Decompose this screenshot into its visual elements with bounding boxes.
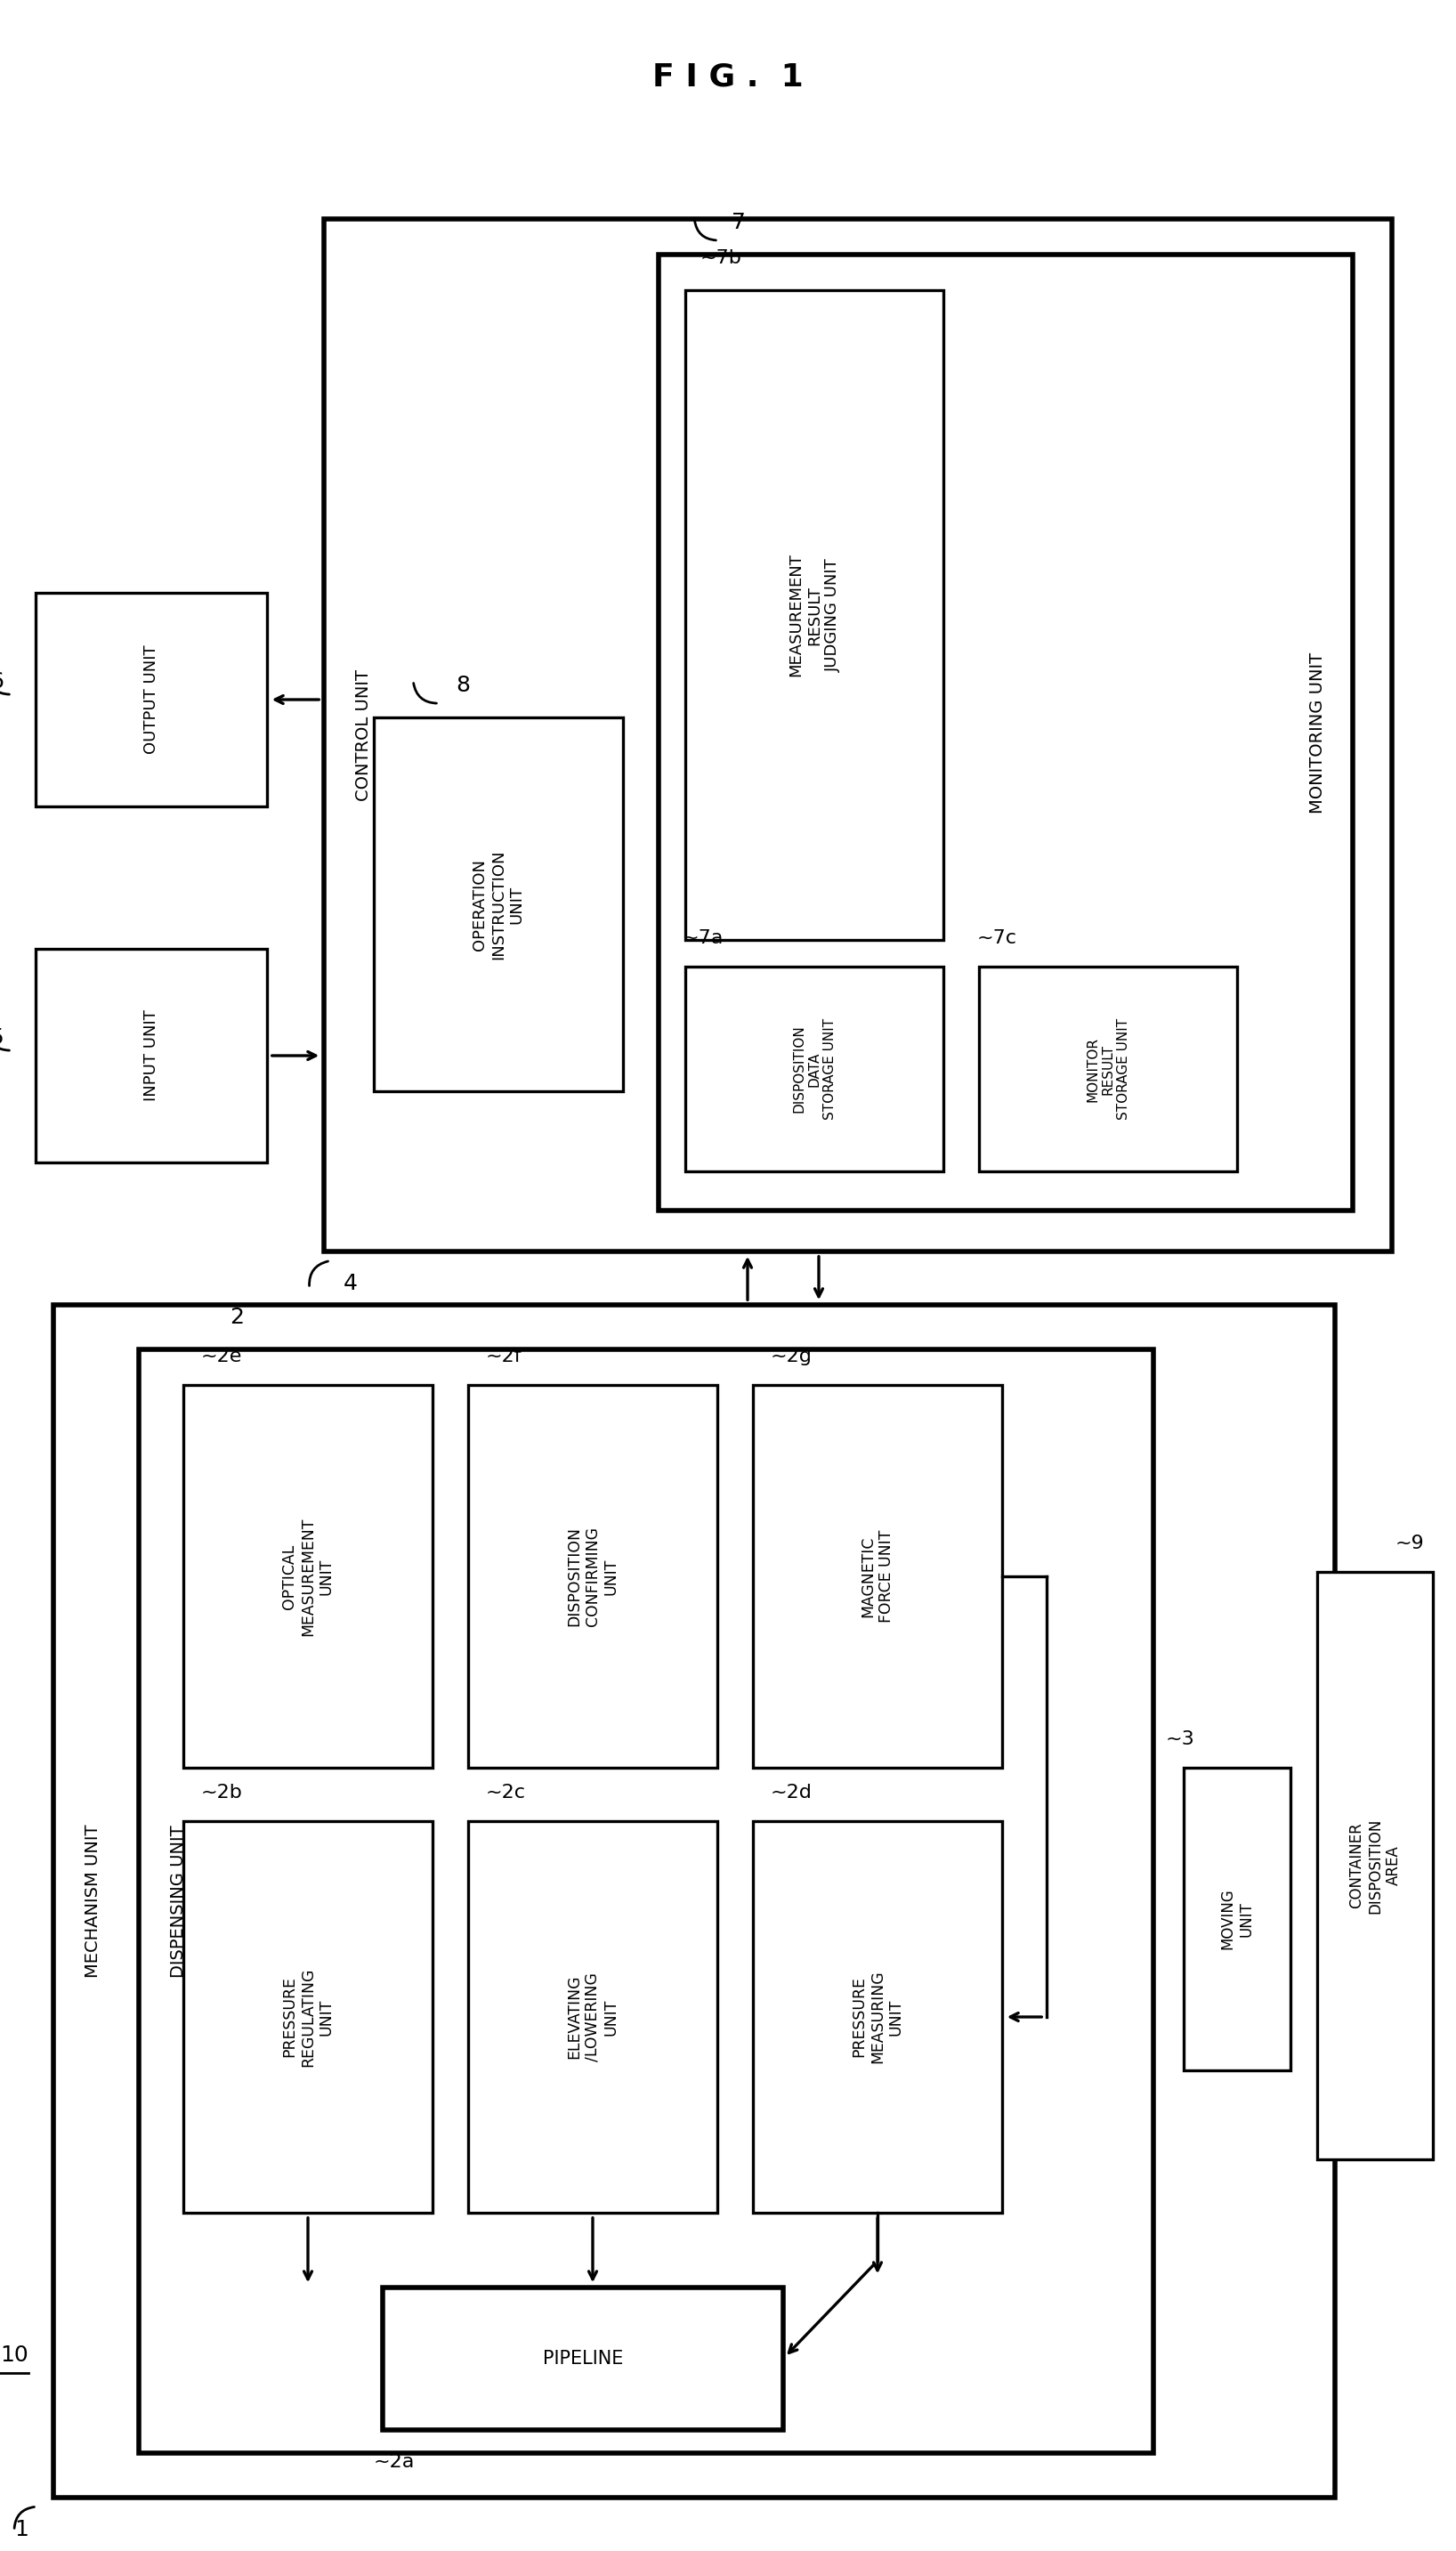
- Text: 1: 1: [15, 2518, 29, 2541]
- Text: 4: 4: [344, 1273, 358, 1293]
- Text: MONITORING UNIT: MONITORING UNIT: [1309, 653, 1325, 814]
- Text: OPERATION
INSTRUCTION
UNIT: OPERATION INSTRUCTION UNIT: [472, 849, 526, 959]
- Bar: [469, 1385, 718, 1768]
- Text: ~2e: ~2e: [201, 1347, 242, 1365]
- Text: F I G .  1: F I G . 1: [652, 61, 804, 92]
- Text: 5: 5: [0, 1028, 3, 1048]
- Text: DISPOSITION
DATA
STORAGE UNIT: DISPOSITION DATA STORAGE UNIT: [792, 1018, 837, 1120]
- Text: MONITOR
RESULT
STORAGE UNIT: MONITOR RESULT STORAGE UNIT: [1086, 1018, 1130, 1120]
- Bar: [686, 967, 943, 1171]
- Bar: [1184, 1768, 1290, 2071]
- Text: ~2b: ~2b: [201, 1783, 243, 1801]
- Text: ~7a: ~7a: [683, 929, 724, 946]
- Text: ~2g: ~2g: [770, 1347, 812, 1365]
- Text: ELEVATING
/LOWERING
UNIT: ELEVATING /LOWERING UNIT: [566, 1972, 619, 2061]
- Text: CONTAINER
DISPOSITION
AREA: CONTAINER DISPOSITION AREA: [1348, 1819, 1402, 1913]
- Text: DISPENSING UNIT: DISPENSING UNIT: [169, 1824, 186, 1977]
- Bar: [323, 219, 1392, 1253]
- Bar: [686, 291, 943, 939]
- Text: 7: 7: [731, 212, 745, 232]
- Bar: [469, 1821, 718, 2212]
- Text: CONTROL UNIT: CONTROL UNIT: [355, 668, 371, 801]
- Text: PRESSURE
MEASURING
UNIT: PRESSURE MEASURING UNIT: [850, 1969, 904, 2064]
- Text: ~7c: ~7c: [977, 929, 1016, 946]
- Bar: [35, 592, 266, 806]
- Bar: [753, 1385, 1002, 1768]
- Text: ~9: ~9: [1395, 1536, 1424, 1554]
- Text: PIPELINE: PIPELINE: [543, 2349, 623, 2367]
- Text: 2: 2: [230, 1306, 243, 1329]
- Text: MECHANISM UNIT: MECHANISM UNIT: [84, 1824, 100, 1977]
- Text: MAGNETIC
FORCE UNIT: MAGNETIC FORCE UNIT: [860, 1531, 895, 1622]
- Text: DISPOSITION
CONFIRMING
UNIT: DISPOSITION CONFIRMING UNIT: [566, 1525, 619, 1625]
- Text: ~2c: ~2c: [486, 1783, 526, 1801]
- Bar: [35, 949, 266, 1163]
- Text: 6: 6: [0, 671, 3, 691]
- Text: PRESSURE
REGULATING
UNIT: PRESSURE REGULATING UNIT: [281, 1967, 335, 2066]
- Bar: [1318, 1571, 1433, 2158]
- Text: MOVING
UNIT: MOVING UNIT: [1220, 1888, 1254, 1949]
- Bar: [978, 967, 1238, 1171]
- Text: OUTPUT UNIT: OUTPUT UNIT: [143, 645, 159, 755]
- Text: OPTICAL
MEASUREMENT
UNIT: OPTICAL MEASUREMENT UNIT: [281, 1518, 335, 1635]
- Text: 8: 8: [456, 673, 470, 696]
- Bar: [383, 2288, 783, 2431]
- Text: ~2d: ~2d: [770, 1783, 812, 1801]
- Text: ~7b: ~7b: [700, 250, 741, 268]
- Bar: [658, 255, 1353, 1212]
- Bar: [183, 1821, 432, 2212]
- Text: ~2f: ~2f: [486, 1347, 523, 1365]
- Bar: [183, 1385, 432, 1768]
- Bar: [138, 1349, 1153, 2454]
- Bar: [54, 1306, 1335, 2497]
- Bar: [753, 1821, 1002, 2212]
- Text: ~3: ~3: [1166, 1730, 1195, 1747]
- Text: INPUT UNIT: INPUT UNIT: [143, 1010, 159, 1102]
- Bar: [374, 717, 623, 1092]
- Text: MEASUREMENT
RESULT
JUDGING UNIT: MEASUREMENT RESULT JUDGING UNIT: [788, 554, 842, 676]
- Text: 10: 10: [0, 2344, 28, 2365]
- Text: ~2a: ~2a: [374, 2454, 415, 2472]
